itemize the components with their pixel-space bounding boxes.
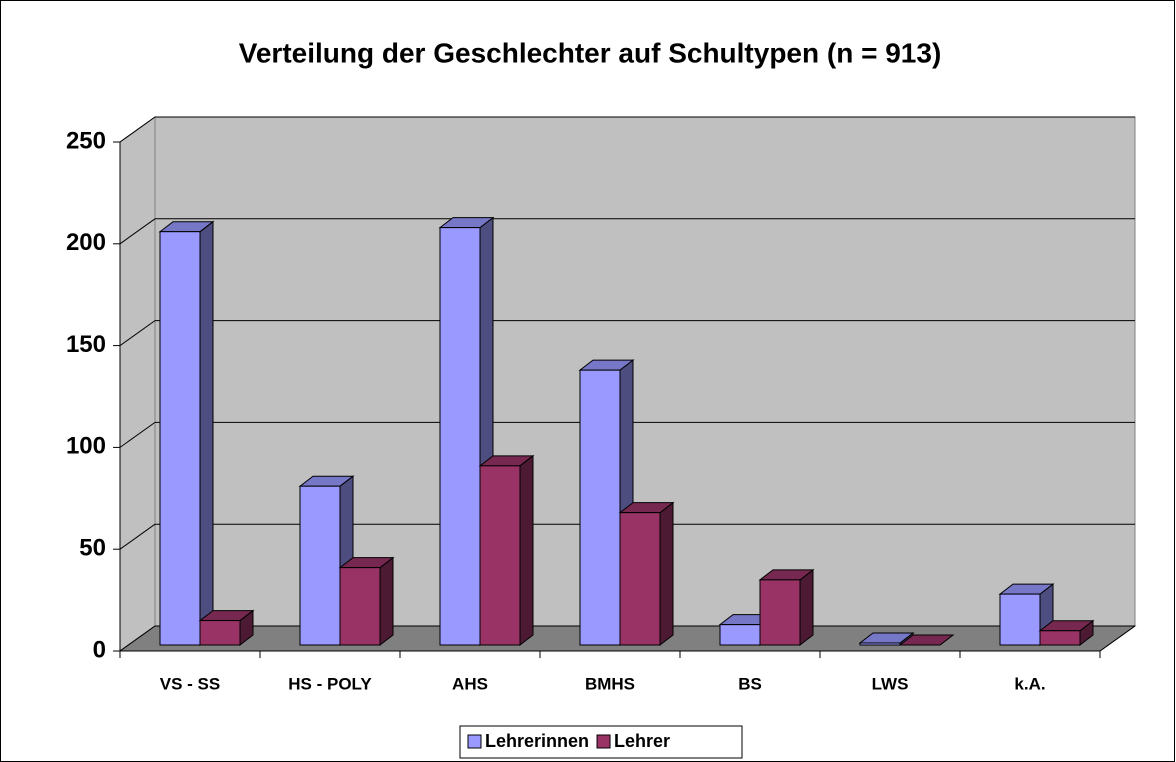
bar-front: [619, 512, 661, 646]
legend-label: Lehrerinnen: [485, 731, 589, 751]
bar: [578, 359, 635, 647]
grid-line: [119, 116, 156, 143]
x-tick-label: BMHS: [585, 674, 635, 693]
side-wall: [119, 116, 156, 652]
bar-front: [759, 579, 801, 646]
legend: Lehrerinnen Lehrer: [459, 725, 743, 759]
bar-front: [299, 485, 341, 646]
bar-side: [659, 501, 674, 647]
y-tick-label: 250: [66, 127, 106, 154]
x-tick-label: AHS: [452, 674, 488, 693]
bar-side: [519, 454, 534, 647]
grid-line: [119, 320, 156, 347]
grid-line: [119, 625, 156, 652]
bar: [478, 454, 535, 647]
grid-line: [119, 523, 156, 550]
y-tick-label: 50: [79, 535, 106, 562]
bar-top: [898, 634, 955, 646]
bar: [898, 634, 955, 646]
bar: [198, 609, 255, 647]
bar-side: [379, 556, 394, 647]
bar-front: [719, 624, 761, 646]
chart-title: Verteilung der Geschlechter auf Schultyp…: [239, 37, 942, 68]
grid-line: [119, 421, 156, 448]
bar-front: [339, 567, 381, 646]
bar: [158, 220, 215, 647]
bar: [338, 556, 395, 647]
legend-label: Lehrer: [614, 731, 670, 751]
x-tick-label: LWS: [872, 674, 909, 693]
bar: [998, 583, 1055, 647]
bar: [618, 501, 675, 647]
bar-front: [579, 369, 621, 646]
y-tick-label: 0: [93, 636, 106, 663]
legend-swatch: [467, 734, 482, 749]
x-tick-label: HS - POLY: [288, 674, 372, 693]
bar-front: [159, 231, 201, 646]
bar-front: [199, 620, 241, 646]
x-axis-depth: [1099, 625, 1136, 652]
legend-swatch: [596, 734, 611, 749]
bar-front: [1039, 630, 1081, 646]
grid-line: [119, 218, 156, 245]
y-tick-label: 150: [66, 331, 106, 358]
x-tick-label: VS - SS: [160, 674, 220, 693]
x-tick-label: k.A.: [1014, 674, 1045, 693]
bar: [1038, 619, 1095, 647]
y-tick-label: 100: [66, 433, 106, 460]
bar: [758, 568, 815, 647]
bar-front: [859, 642, 901, 646]
y-tick-label: 200: [66, 229, 106, 256]
bar-side: [199, 220, 214, 647]
x-tick-label: BS: [738, 674, 762, 693]
bar-front: [999, 593, 1041, 646]
bar-front: [479, 465, 521, 646]
bar-side: [799, 568, 814, 647]
bar-front: [439, 227, 481, 646]
bar: [438, 216, 495, 647]
bar: [298, 475, 355, 647]
